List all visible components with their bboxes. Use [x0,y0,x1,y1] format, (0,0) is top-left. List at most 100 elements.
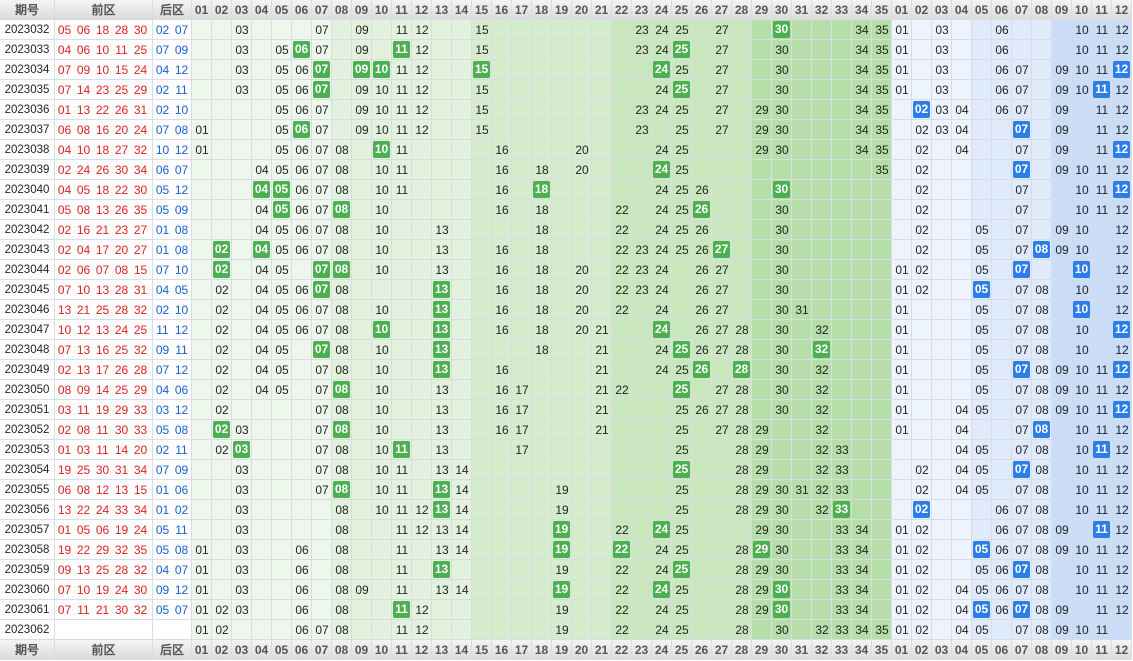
front-number: 11 [96,423,109,437]
front-cell: 30 [775,243,789,257]
back-cell: 10 [1075,383,1089,397]
front-number: 09 [76,383,91,397]
front-cell: 02 [215,323,229,337]
front-cell: 17 [515,443,529,457]
grid-cell [652,420,672,440]
front-number: 29 [95,543,110,557]
grid-cell [992,620,1012,640]
front-cell: 08 [335,603,349,617]
grid-cell [732,140,752,160]
grid-cell [992,460,1012,480]
grid-cell [192,300,212,320]
grid-cell [572,200,592,220]
grid-cell [652,40,672,60]
grid-cell [412,340,432,360]
grid-cell [1112,20,1132,40]
front-number: 21 [95,603,110,617]
front-number: 30 [114,423,129,437]
back-number: 07 [174,563,189,577]
back-number: 05 [155,183,170,197]
front-cell: 22 [615,583,629,597]
grid-cell [252,520,272,540]
grid-cell [692,180,712,200]
grid-cell [632,480,652,500]
grid-cell [972,420,992,440]
back-cell: 08 [1035,503,1049,517]
back-cell: 12 [1115,543,1129,557]
front-cell: 11 [395,623,409,637]
grid-cell [852,400,872,420]
issue: 2023034 [4,64,50,76]
grid-cell [632,320,652,340]
grid-cell [492,100,512,120]
back-cell: 07 [1015,143,1029,157]
grid-cell [492,200,512,220]
grid-cell [792,80,812,100]
grid-cell [772,60,792,80]
front-number: 11 [77,603,90,617]
front-number: 09 [76,63,91,77]
front-cell: 30 [775,203,789,217]
front-cell: 06 [295,143,309,157]
front-hit: 25 [673,41,690,58]
grid-cell [872,80,892,100]
front-cell: 30 [775,63,789,77]
grid-cell [612,180,632,200]
grid-cell [512,280,532,300]
grid-cell [912,140,932,160]
grid-cell [312,500,332,520]
front-cell: 13 [435,423,449,437]
grid-cell [632,40,652,60]
grid-cell [1092,220,1112,240]
back-cell: 06 [995,63,1009,77]
grid-cell [612,500,632,520]
front-cell: 28 [735,623,749,637]
grid-cell [312,540,332,560]
front-cell: 02 [215,343,229,357]
back-cell: 12 [1115,123,1129,137]
grid-cell [872,600,892,620]
grid-cell [912,420,932,440]
front-number: 30 [95,463,110,477]
back-cell: 01 [895,403,909,417]
header-cell: 30 [772,0,792,20]
grid-cell [272,100,292,120]
grid-cell [492,560,512,580]
grid-cell [352,180,372,200]
header-cell: 32 [812,640,832,660]
front-cell: 02 [215,303,229,317]
front-cell: 07 [315,223,329,237]
back-number: 01 [155,243,170,257]
front-cell: 26 [695,223,709,237]
front-number: 24 [114,323,129,337]
header-cell: 01 [892,640,912,660]
grid-cell [752,380,772,400]
front-cell: 29 [755,603,769,617]
grid-cell [772,120,792,140]
grid-cell [852,300,872,320]
row-bg [0,200,55,220]
grid-cell [312,520,332,540]
grid-cell [192,100,212,120]
grid-cell [952,140,972,160]
front-hit: 13 [433,301,450,318]
grid-cell [872,160,892,180]
grid-cell [752,360,772,380]
issue: 2023052 [4,424,50,436]
grid-cell [312,160,332,180]
grid-cell [812,200,832,220]
grid-cell [1072,20,1092,40]
front-cell: 20 [575,163,589,177]
back-cell: 09 [1055,103,1069,117]
front-cell: 10 [375,463,389,477]
grid-cell [872,40,892,60]
header-cell: 29 [752,640,772,660]
grid-cell [192,320,212,340]
grid-cell [412,260,432,280]
back-cell: 10 [1075,443,1089,457]
grid-cell [512,600,532,620]
front-cell: 01 [195,143,209,157]
grid-cell [992,380,1012,400]
front-cell: 07 [315,383,329,397]
back-cell: 12 [1115,603,1129,617]
